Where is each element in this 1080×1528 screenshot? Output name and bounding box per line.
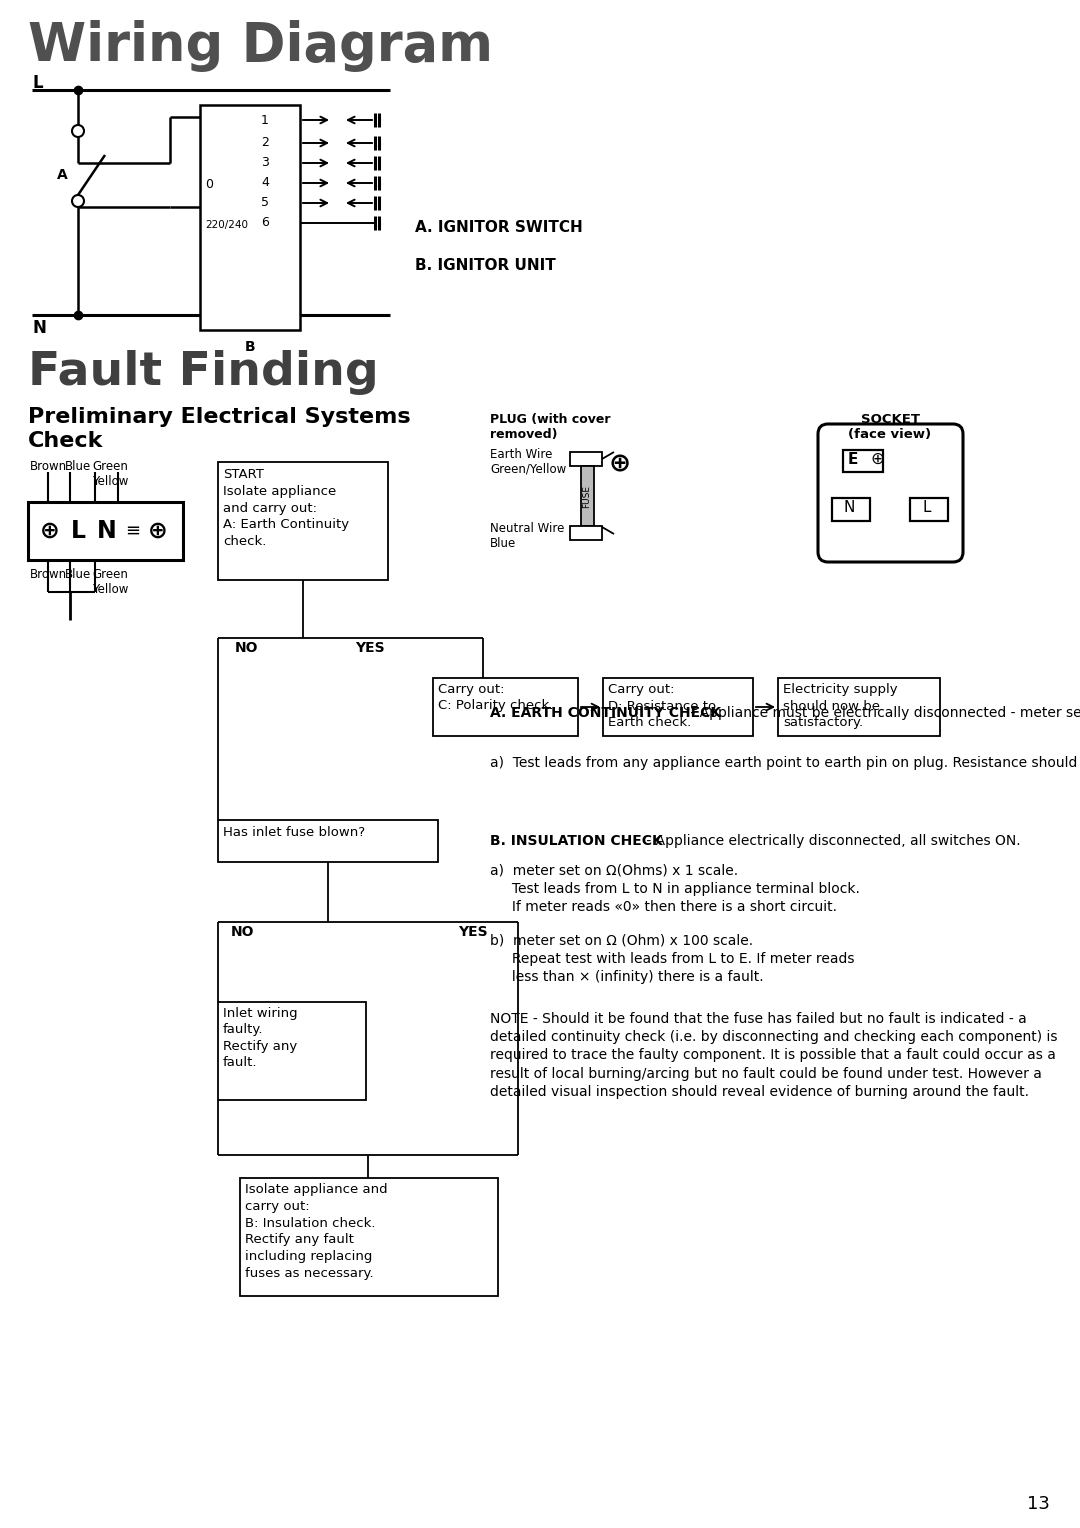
Bar — [570, 452, 602, 466]
Text: - Appliance electrically disconnected, all switches ON.: - Appliance electrically disconnected, a… — [642, 834, 1021, 848]
Text: Fault Finding: Fault Finding — [28, 350, 379, 396]
Text: L: L — [70, 520, 85, 542]
Bar — [240, 1178, 498, 1296]
Text: Preliminary Electrical Systems
Check: Preliminary Electrical Systems Check — [28, 406, 410, 451]
Text: SOCKET
(face view): SOCKET (face view) — [849, 413, 932, 442]
Bar — [910, 498, 948, 521]
Text: Green
Yellow: Green Yellow — [92, 460, 129, 487]
Text: 6: 6 — [261, 217, 269, 229]
Text: Wiring Diagram: Wiring Diagram — [28, 20, 492, 72]
Text: 1: 1 — [261, 113, 269, 127]
Text: 13: 13 — [1027, 1494, 1050, 1513]
Text: Carry out:
C: Polarity check.: Carry out: C: Polarity check. — [438, 683, 553, 712]
Text: 5: 5 — [261, 197, 269, 209]
Text: a)  Test leads from any appliance earth point to earth pin on plug. Resistance s: a) Test leads from any appliance earth p… — [490, 756, 1080, 770]
Text: Blue: Blue — [65, 460, 91, 474]
Text: YES: YES — [458, 924, 488, 940]
Text: ⊕: ⊕ — [609, 451, 631, 477]
Text: 2: 2 — [261, 136, 269, 150]
Text: ⊕: ⊕ — [40, 520, 59, 542]
Text: Carry out:
D: Resistance to
Earth check.: Carry out: D: Resistance to Earth check. — [608, 683, 716, 729]
Text: b)  meter set on Ω (Ohm) x 100 scale.
     Repeat test with leads from L to E. I: b) meter set on Ω (Ohm) x 100 scale. Rep… — [490, 934, 854, 984]
Text: Earth Wire
Green/Yellow: Earth Wire Green/Yellow — [490, 448, 566, 477]
Text: L: L — [922, 500, 931, 515]
Text: Brown: Brown — [29, 568, 67, 581]
Text: B. IGNITOR UNIT: B. IGNITOR UNIT — [415, 258, 556, 274]
Bar — [200, 105, 300, 330]
Bar — [843, 451, 883, 472]
Text: 3: 3 — [261, 156, 269, 170]
Text: B. INSULATION CHECK: B. INSULATION CHECK — [490, 834, 663, 848]
Bar — [832, 498, 870, 521]
Bar — [28, 503, 183, 559]
Text: YES: YES — [355, 642, 384, 656]
Text: START
Isolate appliance
and carry out:
A: Earth Continuity
check.: START Isolate appliance and carry out: A… — [222, 468, 349, 549]
Text: NOTE - Should it be found that the fuse has failed but no fault is indicated - a: NOTE - Should it be found that the fuse … — [490, 1012, 1057, 1099]
Text: Electricity supply
should now be
satisfactory.: Electricity supply should now be satisfa… — [783, 683, 897, 729]
Bar — [433, 678, 578, 736]
Text: ⊕: ⊕ — [870, 451, 883, 468]
Text: ⊕: ⊕ — [148, 520, 167, 542]
Text: Brown: Brown — [29, 460, 67, 474]
Text: 4: 4 — [261, 177, 269, 189]
Text: - Appliance must be electrically disconnected - meter set on Ω (Ohms) x 1 scale : - Appliance must be electrically disconn… — [686, 706, 1080, 720]
Text: NO: NO — [234, 642, 258, 656]
Text: A. IGNITOR SWITCH: A. IGNITOR SWITCH — [415, 220, 583, 235]
Text: 220/240: 220/240 — [205, 220, 248, 231]
Text: Blue: Blue — [65, 568, 91, 581]
Text: A. EARTH CONTINUITY CHECK: A. EARTH CONTINUITY CHECK — [490, 706, 721, 720]
Text: E: E — [848, 452, 859, 468]
Text: Neutral Wire
Blue: Neutral Wire Blue — [490, 523, 565, 550]
Text: PLUG (with cover
removed): PLUG (with cover removed) — [490, 413, 610, 442]
Text: NO: NO — [231, 924, 255, 940]
Text: Green
Yellow: Green Yellow — [92, 568, 129, 596]
Text: FUSE: FUSE — [582, 484, 592, 507]
Bar — [603, 678, 753, 736]
Bar — [581, 466, 594, 526]
Bar — [570, 526, 602, 539]
Text: ≡: ≡ — [125, 523, 140, 539]
Bar — [218, 461, 388, 581]
Text: L: L — [32, 73, 42, 92]
Bar — [778, 678, 940, 736]
Text: a)  meter set on Ω(Ohms) x 1 scale.
     Test leads from L to N in appliance ter: a) meter set on Ω(Ohms) x 1 scale. Test … — [490, 863, 860, 914]
Bar — [218, 1002, 366, 1100]
Text: N: N — [97, 520, 117, 542]
Text: Inlet wiring
faulty.
Rectify any
fault.: Inlet wiring faulty. Rectify any fault. — [222, 1007, 298, 1070]
Bar — [218, 821, 438, 862]
Text: A: A — [57, 168, 68, 182]
FancyBboxPatch shape — [818, 423, 963, 562]
Text: Has inlet fuse blown?: Has inlet fuse blown? — [222, 827, 365, 839]
Text: 0: 0 — [205, 179, 213, 191]
Text: N: N — [843, 500, 854, 515]
Text: N: N — [32, 319, 45, 338]
Text: B: B — [245, 341, 255, 354]
Text: Isolate appliance and
carry out:
B: Insulation check.
Rectify any fault
includin: Isolate appliance and carry out: B: Insu… — [245, 1183, 388, 1280]
